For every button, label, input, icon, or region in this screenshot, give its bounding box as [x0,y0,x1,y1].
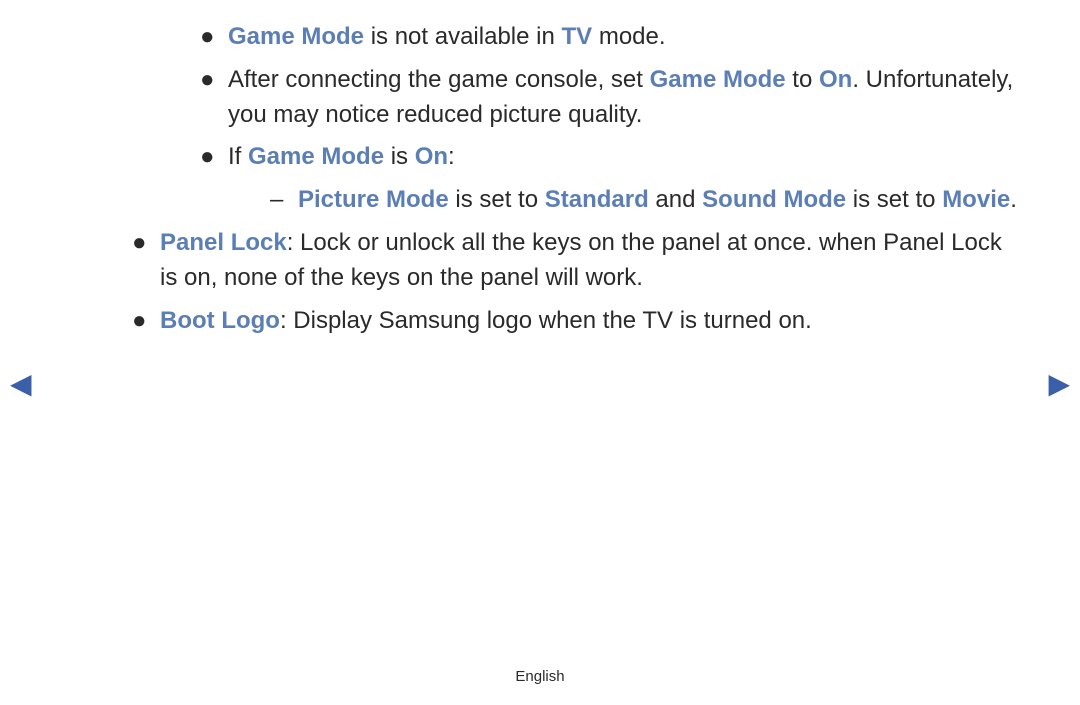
text-run: is not available in [364,23,561,50]
bullet-text: Picture Mode is set to Standard and Soun… [298,183,1020,218]
bullet-marker-icon: ● [200,140,228,175]
bullet-item: ●Game Mode is not available in TV mode. [200,20,1020,55]
bullet-text: Boot Logo: Display Samsung logo when the… [160,304,1020,339]
highlight-term: Boot Logo [160,307,280,334]
highlight-term: Panel Lock [160,229,287,256]
text-run: is set to [449,186,545,213]
text-run: to [786,66,819,93]
bullet-marker-icon: ● [200,20,228,55]
text-run: After connecting the game console, set [228,66,650,93]
highlight-term: Game Mode [650,66,786,93]
highlight-term: On [415,143,448,170]
bullet-text: If Game Mode is On: [228,140,1020,175]
bullet-item: –Picture Mode is set to Standard and Sou… [270,183,1020,218]
dash-marker-icon: – [270,183,298,218]
text-run: . [1010,186,1017,213]
text-run: and [649,186,702,213]
bullet-marker-icon: ● [200,63,228,133]
bullet-marker-icon: ● [132,304,160,339]
text-run: is set to [846,186,942,213]
highlight-term: Movie [942,186,1010,213]
text-run: : [448,143,455,170]
text-run: mode. [592,23,665,50]
bullet-item: ●After connecting the game console, set … [200,63,1020,133]
content-area: ●Game Mode is not available in TV mode.●… [0,0,1080,338]
highlight-term: Game Mode [228,23,364,50]
highlight-term: Game Mode [248,143,384,170]
highlight-term: TV [561,23,592,50]
bullet-text: Panel Lock: Lock or unlock all the keys … [160,226,1020,296]
highlight-term: Picture Mode [298,186,449,213]
bullet-item: ●Panel Lock: Lock or unlock all the keys… [132,226,1020,296]
prev-page-arrow-icon[interactable]: ◀ [10,367,32,400]
bullet-item: ●If Game Mode is On: [200,140,1020,175]
bullet-text: Game Mode is not available in TV mode. [228,20,1020,55]
highlight-term: Sound Mode [702,186,846,213]
bullet-text: After connecting the game console, set G… [228,63,1020,133]
language-footer: English [0,668,1080,685]
text-run: is [384,143,415,170]
text-run: If [228,143,248,170]
bullet-marker-icon: ● [132,226,160,296]
text-run: : Lock or unlock all the keys on the pan… [160,229,1002,291]
next-page-arrow-icon[interactable]: ▶ [1048,367,1070,400]
text-run: : Display Samsung logo when the TV is tu… [280,307,812,334]
bullet-item: ●Boot Logo: Display Samsung logo when th… [132,304,1020,339]
highlight-term: On [819,66,852,93]
highlight-term: Standard [545,186,649,213]
